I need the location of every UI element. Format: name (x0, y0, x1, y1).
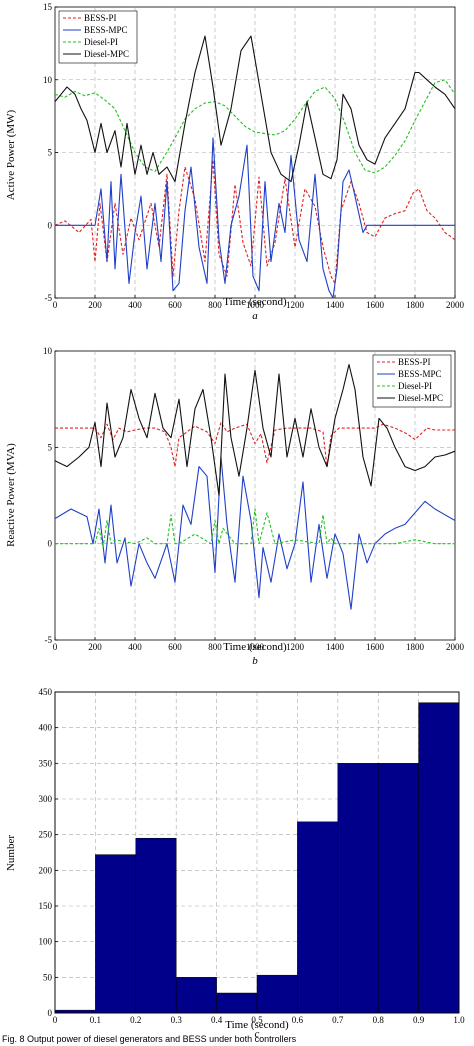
legend-label: Diesel-MPC (398, 393, 443, 403)
histogram-bar (297, 821, 339, 1014)
x-tick-label: 1000 (246, 642, 265, 652)
x-tick-label: 1800 (406, 642, 425, 652)
x-tick-label: 0.2 (130, 1015, 141, 1025)
x-tick-label: 1600 (366, 642, 385, 652)
y-tick-label: 0 (48, 220, 53, 230)
x-tick-label: 0.4 (211, 1015, 223, 1025)
x-tick-label: 400 (128, 642, 142, 652)
series-line-diesel-mpc (54, 363, 456, 497)
x-tick-label: 0 (53, 1015, 58, 1025)
x-tick-label: 1600 (366, 300, 385, 310)
histogram-bar (175, 977, 217, 1014)
x-axis-label: Time (second) (223, 641, 287, 653)
legend-label: Diesel-PI (398, 381, 432, 391)
x-tick-label: 0.7 (332, 1015, 344, 1025)
y-tick-label: 5 (48, 442, 53, 452)
y-tick-label: 300 (39, 794, 53, 804)
legend-label: Diesel-MPC (84, 49, 129, 59)
x-tick-label: 1800 (406, 300, 425, 310)
x-axis-label: Time (second) (223, 296, 287, 308)
x-tick-label: 1200 (286, 300, 305, 310)
y-tick-label: 150 (39, 901, 53, 911)
x-tick-label: 1.0 (453, 1015, 465, 1025)
y-tick-label: 5 (48, 148, 53, 158)
legend-label: BESS-PI (398, 357, 431, 367)
x-tick-label: 2000 (446, 300, 465, 310)
figure-caption: Fig. 8 Output power of diesel generators… (2, 1034, 297, 1044)
x-axis-label: Time (second) (225, 1019, 289, 1031)
histogram-bar (216, 992, 258, 1014)
y-tick-label: 100 (39, 937, 53, 947)
y-tick-label: 10 (43, 75, 53, 85)
y-tick-label: 250 (39, 830, 53, 840)
x-tick-label: 0 (53, 642, 58, 652)
x-tick-label: 1000 (246, 300, 265, 310)
panel-a-active-power: 0 200 400 600 800 1000 1200 1400 1600 1800 2000-50… (5, 2, 465, 322)
histogram-bar (135, 837, 177, 1014)
x-tick-label: 0.6 (292, 1015, 304, 1025)
y-tick-label: 350 (39, 758, 53, 768)
y-tick-label: 400 (39, 723, 53, 733)
series-line-bess-mpc (55, 137, 455, 299)
histogram-bar (377, 763, 419, 1014)
y-tick-label: 0 (48, 539, 53, 549)
y-axis-label: Number (5, 835, 17, 871)
histogram-bar (418, 702, 460, 1014)
y-axis-label: Reactive Power (MVA) (5, 443, 17, 547)
y-tick-label: 10 (43, 346, 53, 356)
x-tick-label: 0.9 (413, 1015, 425, 1025)
x-tick-label: 800 (208, 300, 222, 310)
panel-b-reactive-power: 0 200 400 600 800 1000 1200 1400 1600 1800 2000-50… (5, 346, 465, 667)
x-tick-label: 200 (88, 300, 102, 310)
x-tick-label: 200 (88, 642, 102, 652)
x-tick-label: 1400 (326, 300, 345, 310)
series-line-diesel-pi (55, 508, 455, 549)
y-tick-label: 450 (39, 687, 53, 697)
histogram-bar (256, 974, 298, 1014)
x-tick-label: 0.8 (373, 1015, 385, 1025)
x-tick-label: 1200 (286, 642, 305, 652)
x-tick-label: 600 (168, 642, 182, 652)
legend-label: Diesel-PI (84, 37, 118, 47)
x-tick-label: 800 (208, 642, 222, 652)
x-tick-label: 2000 (446, 642, 465, 652)
x-tick-label: 0 (53, 300, 58, 310)
x-tick-label: 0.3 (171, 1015, 183, 1025)
series-line-diesel-pi (54, 79, 456, 174)
panel-c-histogram: 0 0.1 0.2 0.3 0.4 0.5 0.6 0.7 0.8 0.9 1.0 0 50 100 150… (5, 687, 465, 1040)
y-tick-label: 50 (43, 972, 53, 982)
x-tick-label: 0.1 (90, 1015, 101, 1025)
series-line-bess-pi (55, 421, 455, 468)
panel-letter: b (252, 655, 258, 667)
legend-label: BESS-PI (84, 13, 117, 23)
y-tick-label: 0 (48, 1008, 53, 1018)
x-tick-label: 600 (168, 300, 182, 310)
y-tick-label: -5 (45, 635, 53, 645)
y-tick-label: -5 (45, 293, 53, 303)
legend-label: BESS-MPC (398, 369, 442, 379)
legend-label: BESS-MPC (84, 25, 128, 35)
y-tick-label: 200 (39, 865, 53, 875)
panel-letter: a (252, 310, 258, 322)
y-axis-label: Active Power (MW) (5, 109, 17, 200)
panel-letter: c (255, 1028, 260, 1040)
x-tick-label: 400 (128, 300, 142, 310)
histogram-bar (54, 1009, 96, 1014)
plot-frame (54, 691, 460, 1014)
series-line-bess-pi (54, 159, 456, 284)
series-line-diesel-mpc (54, 35, 456, 183)
x-tick-label: 0.5 (251, 1015, 263, 1025)
histogram-bar (337, 763, 379, 1014)
y-tick-label: 15 (43, 2, 53, 12)
x-tick-label: 1400 (326, 642, 345, 652)
histogram-bar (95, 854, 137, 1014)
